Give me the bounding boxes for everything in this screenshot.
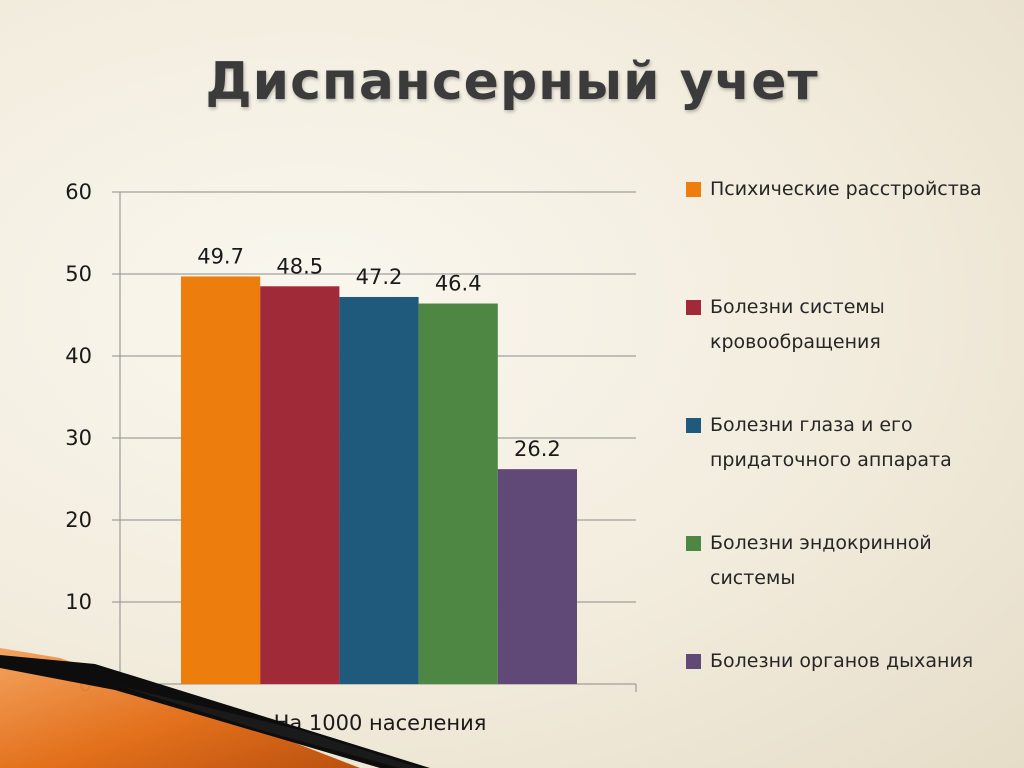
y-tick-label: 20	[65, 508, 92, 532]
legend-label: Болезни эндокринной системы	[710, 532, 932, 589]
data-label: 47.2	[356, 265, 403, 289]
legend-swatch	[686, 536, 701, 551]
y-tick-label: 0	[79, 672, 92, 696]
legend-label: Психические расстройства	[710, 178, 982, 200]
legend-label: Болезни глаза и его придаточного аппарат…	[710, 414, 952, 471]
legend-label: Болезни системы кровообращения	[710, 296, 885, 353]
slide-title: Диспансерный учет	[205, 52, 819, 112]
data-label: 49.7	[197, 244, 244, 268]
y-tick-label: 40	[65, 344, 92, 368]
legend-swatch	[686, 182, 701, 197]
data-label: 46.4	[435, 272, 482, 296]
y-tick-label: 60	[65, 180, 92, 204]
y-tick-label: 10	[65, 590, 92, 614]
bar	[260, 286, 340, 684]
y-tick-label: 30	[65, 426, 92, 450]
bar	[339, 296, 419, 684]
bar	[181, 276, 261, 684]
legend-label: Болезни органов дыхания	[710, 650, 974, 672]
y-tick-label: 50	[65, 262, 92, 286]
legend-swatch	[686, 300, 701, 315]
data-label: 48.5	[276, 254, 323, 278]
legend-swatch	[686, 654, 701, 669]
legend-swatch	[686, 418, 701, 433]
x-category-label: На 1000 населения	[274, 711, 487, 735]
bar	[418, 303, 498, 684]
data-label: 26.2	[514, 437, 561, 461]
bar	[497, 469, 577, 684]
